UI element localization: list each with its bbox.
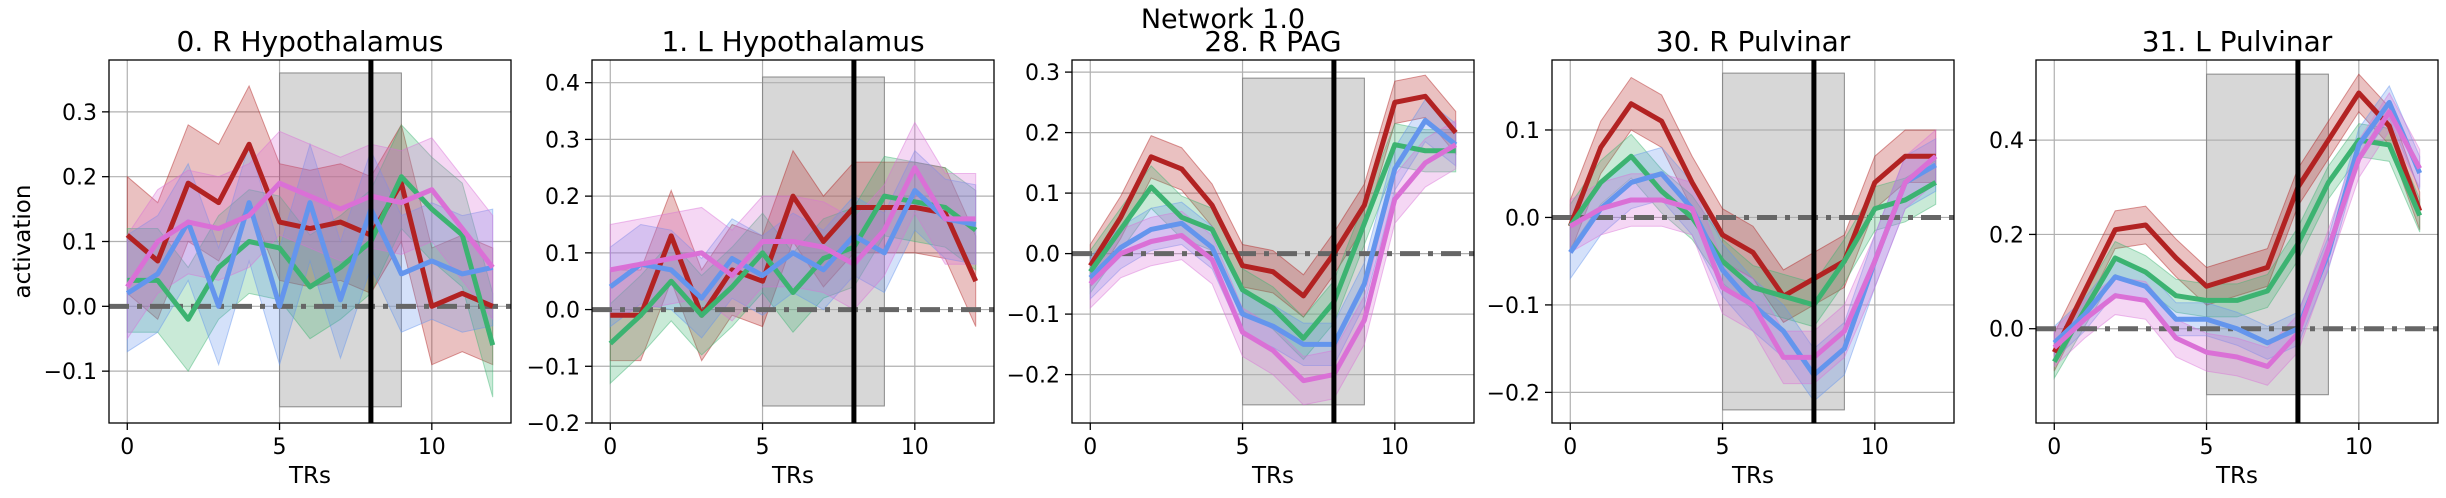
y-axis-label: activation <box>10 185 36 299</box>
x-tick-label: 10 <box>1381 435 1409 460</box>
x-tick-label: 10 <box>2345 435 2373 460</box>
y-tick-label: 0.2 <box>545 185 580 210</box>
panel-1: 0 5 10 −0.2 −0.1 0.0 0.1 0.2 0.3 0.4 1. L Hypothal… <box>527 25 995 489</box>
plot-area <box>1072 60 1474 423</box>
x-tick-label: 5 <box>1716 435 1730 460</box>
series-line-red <box>1088 93 1458 299</box>
y-tick-label: 0.3 <box>62 101 97 126</box>
band-green <box>609 155 977 385</box>
x-tick-label: 0 <box>1563 435 1577 460</box>
panel-3: 0 5 10 −0.2 −0.1 0.0 0.1 30. R Pulvinar TRs <box>1487 25 1955 489</box>
series-line-pink <box>125 180 495 289</box>
plot-area <box>1552 60 1954 423</box>
x-axis-label: TRs <box>288 463 331 489</box>
series-line-pink <box>1569 154 1938 360</box>
band-red <box>126 84 494 366</box>
series-line-red <box>1567 101 1936 299</box>
x-axis-label: TRs <box>1251 463 1294 489</box>
band-pink <box>2053 92 2421 386</box>
band-blue <box>126 142 494 367</box>
x-axis-label: TRs <box>2215 463 2258 489</box>
panel-2: 0 5 10 −0.2 −0.1 0.0 0.1 0.2 0.3 28. R PAG TRs <box>1007 25 1475 489</box>
x-tick-label: 5 <box>1236 435 1250 460</box>
y-tick-label: 0.0 <box>62 295 97 320</box>
y-tick-label: −0.1 <box>527 355 580 380</box>
series-line-pink <box>609 165 976 279</box>
axes-frame <box>1551 59 1955 424</box>
x-axis-label: TRs <box>1731 463 1774 489</box>
x-tick-label: 0 <box>603 435 617 460</box>
series-line-green <box>127 174 496 346</box>
axes-frame <box>2035 59 2439 424</box>
panel-title: 30. R Pulvinar <box>1656 25 1851 58</box>
axes-frame <box>591 59 995 424</box>
x-tick-label: 5 <box>756 435 770 460</box>
plot-area <box>109 60 511 423</box>
figure-title: Network 1.0 <box>1140 4 1306 35</box>
plot-area <box>2036 60 2438 423</box>
axes-frame <box>1071 59 1475 424</box>
series-line-red <box>125 141 494 309</box>
y-tick-label: 0.4 <box>1989 129 2024 154</box>
x-tick-label: 5 <box>273 435 287 460</box>
panel-4: 0 5 10 0.0 0.2 0.4 31. L Pulvinar TRs <box>1989 25 2439 489</box>
y-tick-label: 0.0 <box>1989 318 2024 343</box>
series-line-green <box>1568 153 1937 308</box>
y-tick-label: 0.0 <box>1505 206 1540 231</box>
series-line-red <box>610 193 979 318</box>
band-green <box>1569 133 1937 328</box>
series-line-pink <box>1088 142 1458 384</box>
panel-title: 31. L Pulvinar <box>2142 25 2333 58</box>
y-tick-label: −0.2 <box>527 412 580 437</box>
band-red <box>2053 73 2421 372</box>
series-line-green <box>608 193 978 346</box>
y-tick-label: 0.1 <box>545 242 580 267</box>
y-tick-label: 0.2 <box>1025 122 1060 147</box>
y-tick-label: 0.3 <box>1025 61 1060 86</box>
series-line-blue <box>608 187 977 301</box>
series-line-blue <box>2052 99 2423 346</box>
x-tick-label: 0 <box>1083 435 1097 460</box>
y-tick-label: 0.2 <box>62 166 97 191</box>
x-tick-label: 10 <box>901 435 929 460</box>
x-axis-label: TRs <box>771 463 814 489</box>
band-red <box>609 149 977 362</box>
y-tick-label: −0.1 <box>44 360 97 385</box>
y-tick-label: 0.0 <box>1025 243 1060 268</box>
series-line-pink <box>2052 109 2422 369</box>
panel-title: 28. R PAG <box>1204 25 1341 58</box>
y-tick-label: 0.1 <box>1025 182 1060 207</box>
series-line-blue <box>1088 118 1458 347</box>
y-tick-label: 0.1 <box>62 231 97 256</box>
panel-title: 0. R Hypothalamus <box>177 25 444 58</box>
panel-0: 0 5 10 −0.1 0.0 0.1 0.2 0.3 0. R Hypothalamus TRs… <box>10 25 512 489</box>
y-tick-label: 0.1 <box>1505 119 1540 144</box>
series-line-green <box>1088 142 1456 341</box>
series-line-green <box>2052 137 2423 363</box>
x-tick-label: 0 <box>120 435 134 460</box>
y-tick-label: −0.2 <box>1007 364 1060 389</box>
series-line-red <box>2052 90 2423 354</box>
y-tick-label: 0.0 <box>545 299 580 324</box>
y-tick-label: −0.1 <box>1007 303 1060 328</box>
y-tick-label: −0.2 <box>1487 381 1540 406</box>
x-tick-label: 10 <box>1861 435 1889 460</box>
y-tick-label: 0.2 <box>1989 223 2024 248</box>
panel-title: 1. L Hypothalamus <box>661 25 924 58</box>
x-tick-label: 0 <box>2047 435 2061 460</box>
band-pink <box>1089 119 1457 406</box>
x-tick-label: 5 <box>2200 435 2214 460</box>
x-tick-label: 10 <box>418 435 446 460</box>
band-blue <box>609 149 977 339</box>
y-tick-label: 0.3 <box>545 128 580 153</box>
plot-area <box>592 60 994 423</box>
y-tick-label: 0.4 <box>545 72 580 97</box>
y-tick-label: −0.1 <box>1487 294 1540 319</box>
